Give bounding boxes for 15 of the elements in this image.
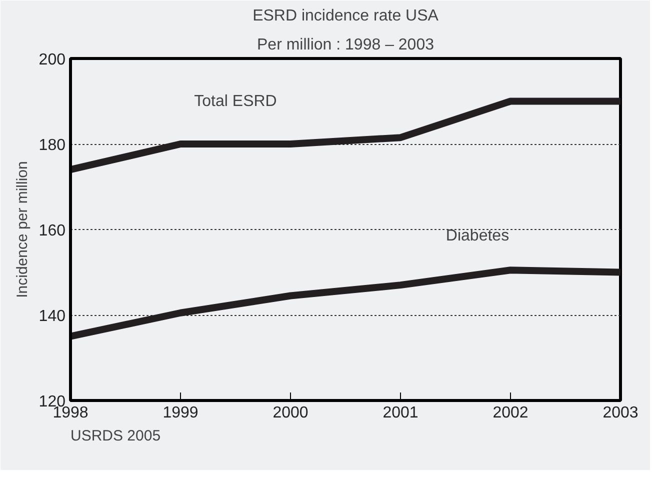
- y-tick-label: 200: [38, 52, 66, 68]
- x-tick-label: 2001: [382, 404, 418, 422]
- y-tick-label: 160: [38, 222, 66, 240]
- y-tick-label: 140: [38, 308, 66, 325]
- x-tick-label: 2002: [492, 404, 528, 422]
- text: Total ESRD: [194, 92, 277, 110]
- y-tick-label: 180: [38, 137, 66, 154]
- x-tick-label: 1999: [162, 404, 198, 422]
- chart-title: ESRD incidence rate USA: [252, 8, 439, 24]
- text: USRDS 2005: [70, 428, 161, 444]
- series-label: Diabetes: [446, 227, 510, 244]
- chart-subtitle: Per million : 1998 – 2003: [257, 36, 434, 54]
- y-axis-title: Incidence per million: [14, 161, 31, 298]
- x-tick-label: 2000: [272, 404, 308, 422]
- x-tick-label: 2003: [602, 404, 638, 422]
